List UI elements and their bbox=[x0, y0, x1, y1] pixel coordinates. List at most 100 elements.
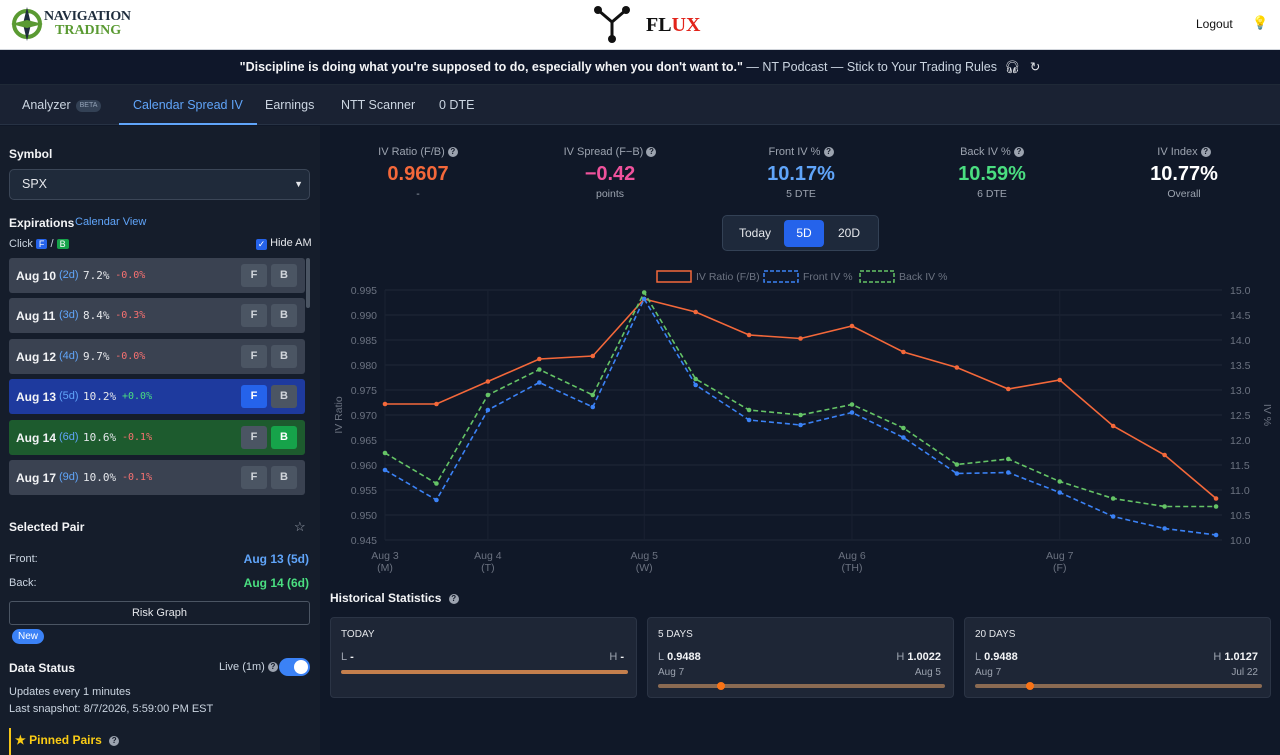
metric-subtitle: 5 DTE bbox=[786, 188, 816, 200]
update-interval: Updates every 1 minutes bbox=[9, 686, 131, 698]
set-back-button[interactable]: B bbox=[271, 385, 297, 408]
high-value: H- bbox=[609, 651, 624, 663]
expiration-row[interactable]: Aug 11 (3d) 8.4% -0.3% F B bbox=[9, 298, 305, 333]
data-point bbox=[590, 404, 596, 410]
pinned-pairs-header[interactable]: ★ Pinned Pairs ? bbox=[9, 728, 120, 755]
quote-source: — NT Podcast — Stick to Your Trading Rul… bbox=[746, 60, 997, 74]
expiration-iv: 10.6% bbox=[83, 431, 117, 444]
expiration-dte: (9d) bbox=[59, 471, 79, 483]
range-bar bbox=[658, 682, 945, 690]
data-point bbox=[537, 356, 542, 362]
y-tick-label: 0.990 bbox=[351, 310, 377, 322]
y2-tick-label: 14.0 bbox=[1230, 335, 1251, 347]
metric-card: IV Index ? 10.77% Overall bbox=[1094, 146, 1274, 200]
range-today-button[interactable]: Today bbox=[738, 226, 772, 240]
calendar-view-link[interactable]: Calendar View bbox=[75, 216, 147, 228]
expiration-row[interactable]: Aug 14 (6d) 10.6% -0.1% F B bbox=[9, 420, 305, 455]
data-point bbox=[537, 380, 542, 385]
expiration-row[interactable]: Aug 17 (9d) 10.0% -0.1% F B bbox=[9, 460, 305, 495]
logo-line1: NAVIGATION bbox=[44, 9, 131, 24]
help-icon[interactable]: ? bbox=[447, 147, 458, 157]
set-back-button[interactable]: B bbox=[271, 345, 297, 368]
metric-subtitle: points bbox=[595, 188, 625, 200]
tab-bar: Analyzer BETA Calendar Spread IV Earnings… bbox=[0, 85, 1280, 125]
data-point bbox=[1110, 423, 1116, 429]
expiration-dte: (2d) bbox=[59, 269, 79, 281]
expiration-row[interactable]: Aug 12 (4d) 9.7% -0.0% F B bbox=[9, 339, 305, 374]
expiration-row[interactable]: Aug 13 (5d) 10.2% +0.0% F B bbox=[9, 379, 305, 414]
help-icon[interactable]: ? bbox=[267, 662, 278, 672]
front-key: F bbox=[35, 239, 48, 249]
expiration-row[interactable]: Aug 10 (2d) 7.2% -0.0% F B bbox=[9, 258, 305, 293]
metric-value: −0.42 bbox=[584, 163, 636, 185]
refresh-icon[interactable]: ↻ bbox=[1029, 60, 1041, 74]
expiration-iv: 7.2% bbox=[83, 269, 110, 282]
legend-label: Front IV % bbox=[803, 271, 853, 283]
range-5d-button[interactable]: 5D bbox=[784, 220, 824, 247]
data-point bbox=[1213, 532, 1219, 538]
lightbulb-icon[interactable]: 💡 bbox=[1252, 15, 1269, 30]
metric-subtitle: 6 DTE bbox=[977, 188, 1007, 200]
set-front-button[interactable]: F bbox=[241, 466, 267, 489]
expiration-change: -0.0% bbox=[115, 270, 146, 281]
data-point bbox=[1005, 456, 1011, 462]
set-front-button[interactable]: F bbox=[241, 426, 267, 449]
iv-line-chart[interactable]: 0.995 15.0 0.990 14.5 0.985 14.0 0.980 13.5 0.97… bbox=[320, 264, 1280, 594]
high-value: H 1.0127 bbox=[1213, 651, 1258, 663]
help-icon[interactable]: ? bbox=[1013, 147, 1024, 157]
tab-ntt-scanner[interactable]: NTT Scanner bbox=[341, 98, 416, 112]
data-point bbox=[537, 367, 542, 372]
symbol-select[interactable]: SPX ▼ bbox=[9, 169, 310, 200]
expiration-date: Aug 13 bbox=[16, 390, 57, 404]
y-tick-label: 0.965 bbox=[351, 435, 377, 447]
tab-analyzer[interactable]: Analyzer BETA bbox=[22, 85, 102, 125]
hide-am-toggle[interactable]: ✓ Hide AM bbox=[256, 237, 312, 250]
series-line bbox=[384, 297, 1217, 536]
low-value: L 0.9488 bbox=[975, 651, 1018, 663]
risk-graph-button[interactable]: Risk Graph bbox=[9, 601, 310, 625]
set-front-button[interactable]: F bbox=[241, 345, 267, 368]
y2-tick-label: 12.0 bbox=[1230, 435, 1251, 447]
data-point bbox=[693, 382, 698, 388]
set-front-button[interactable]: F bbox=[241, 264, 267, 287]
help-icon[interactable]: ? bbox=[823, 147, 834, 157]
navigation-trading-logo[interactable]: NAVIGATION TRADING bbox=[10, 4, 140, 44]
range-20d-button[interactable]: 20D bbox=[837, 226, 860, 240]
logout-link[interactable]: Logout bbox=[1196, 17, 1233, 31]
y-tick-label: 0.975 bbox=[351, 385, 377, 397]
tab-earnings[interactable]: Earnings bbox=[265, 98, 315, 112]
set-back-button[interactable]: B bbox=[271, 426, 297, 449]
metric-value: 10.77% bbox=[1150, 163, 1218, 185]
expiration-date: Aug 17 bbox=[16, 471, 57, 485]
headphones-icon[interactable]: 🎧︎ bbox=[1004, 60, 1021, 74]
live-toggle[interactable] bbox=[279, 658, 310, 676]
set-front-button[interactable]: F bbox=[241, 304, 267, 327]
checkbox-checked-icon[interactable]: ✓ bbox=[256, 239, 267, 250]
set-back-button[interactable]: B bbox=[271, 466, 297, 489]
y2-tick-label: 12.5 bbox=[1230, 410, 1251, 422]
help-icon[interactable]: ? bbox=[646, 147, 657, 157]
set-back-button[interactable]: B bbox=[271, 264, 297, 287]
set-front-button[interactable]: F bbox=[241, 385, 267, 408]
data-point bbox=[434, 497, 439, 503]
star-icon[interactable]: ☆ bbox=[294, 519, 306, 534]
expiration-iv: 8.4% bbox=[83, 309, 110, 322]
y-axis-label: IV Ratio bbox=[333, 396, 345, 434]
tab-calendar-spread-iv[interactable]: Calendar Spread IV bbox=[119, 85, 257, 125]
back-value: Aug 14 (6d) bbox=[243, 576, 309, 590]
last-snapshot: Last snapshot: 8/7/2026, 5:59:00 PM EST bbox=[9, 703, 214, 715]
front-value: Aug 13 (5d) bbox=[243, 552, 309, 566]
y-tick-label: 0.995 bbox=[351, 285, 377, 297]
legend-swatch bbox=[859, 270, 895, 283]
card-heading: TODAY bbox=[341, 629, 375, 640]
data-point bbox=[590, 392, 596, 398]
scrollbar[interactable] bbox=[306, 258, 310, 308]
help-icon[interactable]: ? bbox=[1200, 147, 1211, 157]
expiration-date: Aug 14 bbox=[16, 431, 57, 445]
main-panel: IV Ratio (F/B) ? 0.9607 - IV Spread (F−B) ?… bbox=[320, 126, 1280, 755]
app-name: FLUX bbox=[646, 14, 701, 36]
set-back-button[interactable]: B bbox=[271, 304, 297, 327]
metric-value: 10.59% bbox=[958, 163, 1026, 185]
tab-0-dte[interactable]: 0 DTE bbox=[439, 98, 475, 112]
flux-logo[interactable]: FLUX bbox=[592, 4, 702, 44]
